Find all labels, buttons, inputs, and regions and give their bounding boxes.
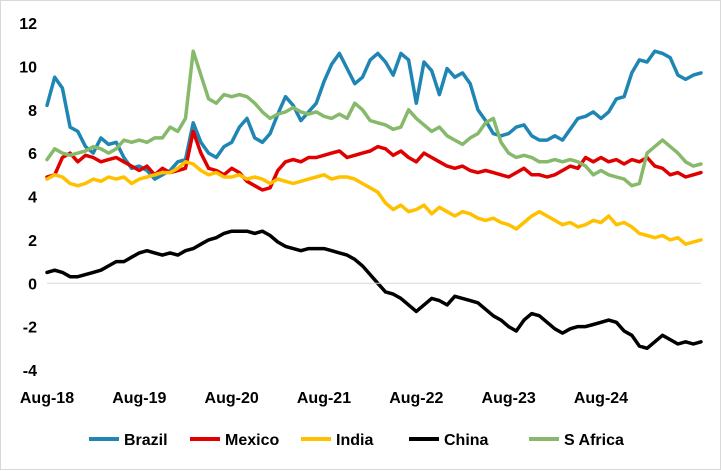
legend-label-mexico: Mexico bbox=[225, 432, 279, 449]
y-tick-label: 10 bbox=[19, 59, 37, 76]
x-tick-label: Aug-22 bbox=[389, 390, 443, 407]
y-tick-label: -4 bbox=[23, 363, 37, 380]
x-tick-label: Aug-19 bbox=[112, 390, 166, 407]
x-tick-label: Aug-20 bbox=[205, 390, 259, 407]
legend-label-brazil: Brazil bbox=[124, 432, 168, 449]
legend-label-china: China bbox=[444, 432, 489, 449]
series-line-brazil bbox=[45, 49, 703, 181]
x-tick-label: Aug-24 bbox=[574, 390, 628, 407]
x-tick-label: Aug-18 bbox=[20, 390, 74, 407]
y-axis-tick-labels: -4 -2 0 2 4 6 8 10 12 bbox=[19, 16, 37, 380]
y-tick-label: 8 bbox=[28, 103, 37, 120]
y-tick-label: 0 bbox=[28, 276, 37, 293]
series-lines bbox=[45, 49, 703, 351]
x-axis-tick-labels: Aug-18 Aug-19 Aug-20 Aug-21 Aug-22 Aug-23 Aug-… bbox=[20, 390, 628, 407]
legend-label-s-africa: S Africa bbox=[564, 432, 624, 449]
y-tick-label: 12 bbox=[19, 16, 37, 33]
series-line-china bbox=[45, 229, 703, 351]
y-tick-label: 4 bbox=[28, 190, 37, 207]
y-tick-label: -2 bbox=[23, 320, 37, 337]
series-line-india bbox=[45, 160, 703, 246]
y-tick-label: 2 bbox=[28, 233, 37, 250]
series-line-s-africa bbox=[45, 49, 703, 188]
legend: Brazil Mexico India China S Africa bbox=[89, 432, 624, 449]
x-tick-label: Aug-21 bbox=[297, 390, 351, 407]
legend-label-india: India bbox=[336, 432, 373, 449]
x-tick-label: Aug-23 bbox=[482, 390, 536, 407]
y-tick-label: 6 bbox=[28, 146, 37, 163]
